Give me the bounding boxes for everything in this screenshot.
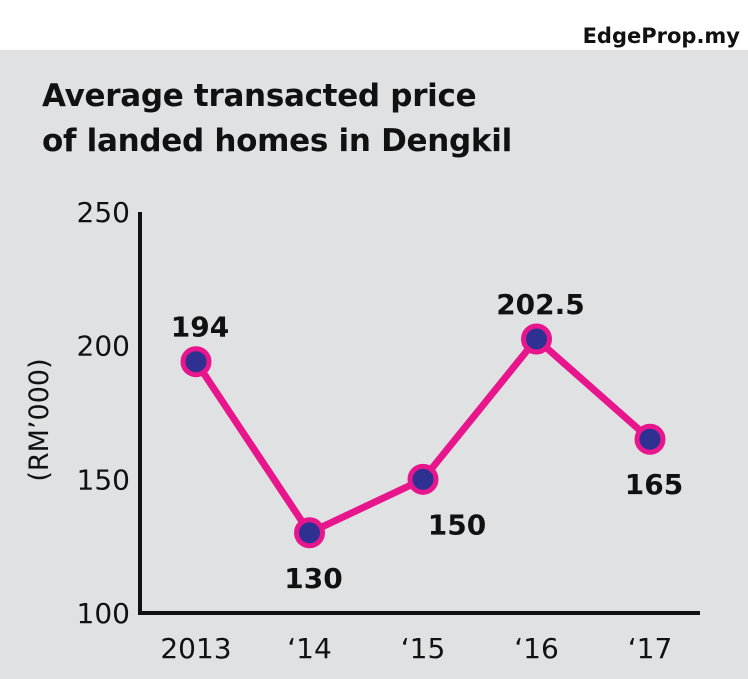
y-tick-label-250: 250 [77,196,130,229]
data-point-2013 [180,346,212,378]
chart-title-line-2: of landed homes in Dengkil [42,123,512,159]
data-label-‘17: 165 [625,468,683,501]
y-tick-label-100: 100 [77,597,130,630]
data-label-‘16: 202.5 [496,288,585,321]
data-label-‘14: 130 [284,562,342,595]
chart-title: Average transacted price of landed homes… [42,74,512,164]
x-tick-label-4: ‘17 [628,632,673,665]
data-labels: 194 130 150 202.5 165 [171,288,683,595]
chart-title-line-1: Average transacted price [42,78,477,114]
brand-logo-text: EdgeProp.my [582,24,740,48]
data-point-‘16 [521,323,552,355]
y-tick-label-150: 150 [77,463,130,496]
chart-panel [0,50,748,679]
x-tick-label-3: ‘16 [514,632,559,665]
data-point-‘15 [407,463,439,495]
x-tick-label-1: ‘14 [287,632,332,665]
x-tick-label-2: ‘15 [401,632,446,665]
data-point-‘17 [634,423,666,455]
price-series [180,323,666,549]
y-axis-title: (RM’000) [24,358,55,481]
x-tick-label-0: 2013 [160,632,231,665]
data-label-‘15: 150 [428,508,486,541]
data-point-‘14 [294,517,325,549]
x-axis-ticks: 2013 ‘14 ‘15 ‘16 ‘17 [160,632,672,665]
chart-axes [138,212,700,615]
y-tick-label-200: 200 [77,330,130,363]
y-axis-ticks: 100 150 200 250 [77,196,130,630]
data-label-2013: 194 [171,311,229,344]
series-line [193,335,653,537]
